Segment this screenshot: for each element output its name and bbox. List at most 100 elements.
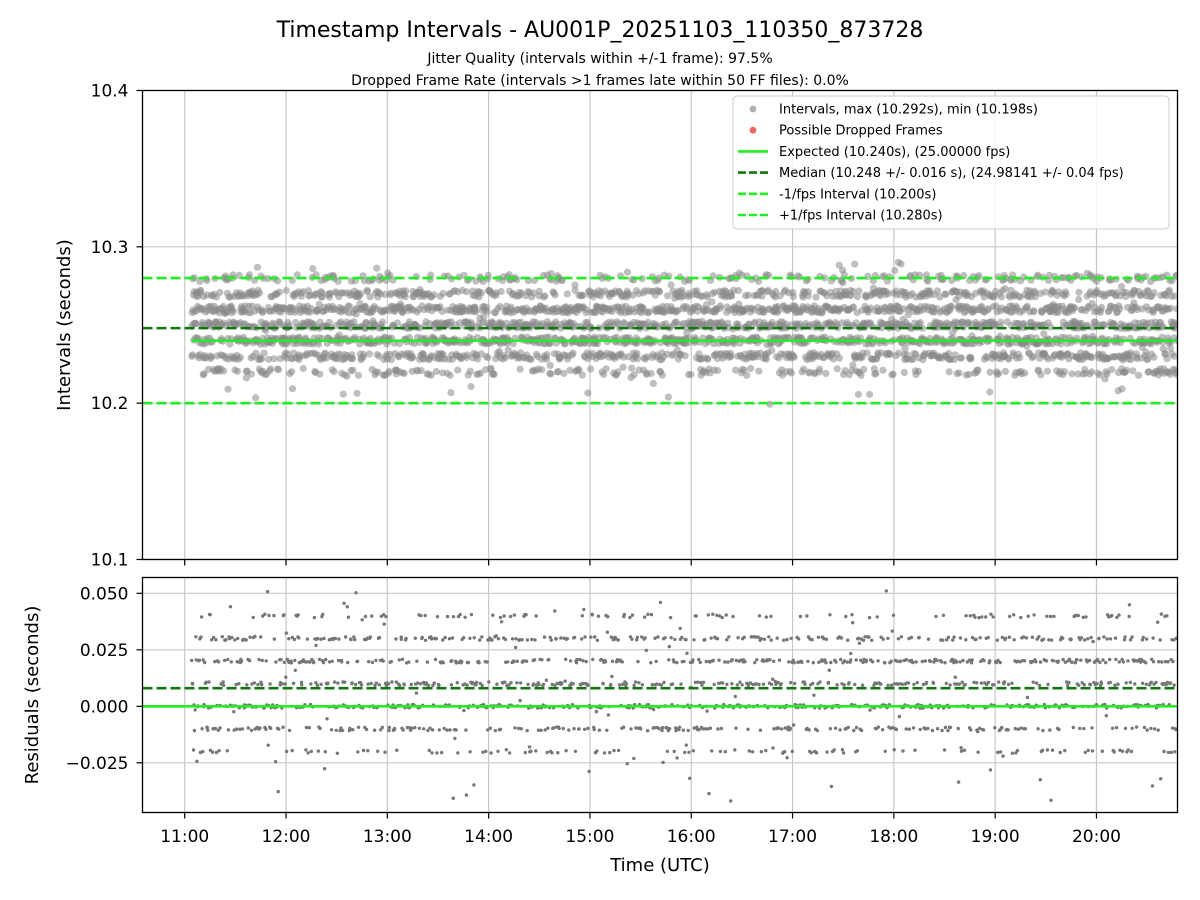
- residual-point: [939, 660, 944, 664]
- residual-point: [764, 748, 768, 753]
- residual-point: [263, 612, 267, 616]
- residual-point: [807, 728, 811, 732]
- residual-point: [658, 600, 663, 605]
- interval-point: [986, 388, 994, 396]
- residual-point: [917, 635, 921, 640]
- residual-point: [297, 636, 301, 640]
- residual-point: [367, 659, 371, 664]
- legend-label: -1/fps Interval (10.200s): [779, 187, 936, 202]
- residual-point: [578, 657, 582, 662]
- interval-point: [1103, 370, 1111, 378]
- interval-point: [1144, 287, 1152, 295]
- residual-point: [360, 618, 364, 622]
- residual-point: [428, 726, 432, 730]
- residual-point: [1019, 726, 1023, 730]
- interval-point: [312, 271, 320, 279]
- residual-point: [413, 725, 417, 730]
- interval-point: [188, 351, 197, 359]
- residual-point: [213, 659, 217, 664]
- residual-point: [1002, 680, 1007, 684]
- interval-point: [649, 379, 657, 388]
- residual-point: [675, 660, 679, 665]
- interval-point: [535, 287, 543, 295]
- interval-point: [569, 349, 577, 357]
- residual-point: [948, 725, 953, 730]
- residual-point: [518, 638, 522, 642]
- residual-point: [577, 727, 581, 731]
- residual-point: [734, 658, 738, 663]
- interval-point: [602, 365, 610, 373]
- residual-point: [630, 637, 634, 641]
- residual-point: [532, 658, 537, 662]
- residual-point: [314, 681, 318, 685]
- residual-point: [780, 727, 784, 731]
- residual-point: [805, 614, 809, 618]
- residual-point: [883, 661, 887, 665]
- residual-point: [555, 681, 559, 686]
- residual-point: [665, 749, 670, 753]
- residual-point: [1000, 635, 1005, 640]
- residual-point: [701, 680, 706, 684]
- residuals-series: [190, 589, 1178, 803]
- residual-point: [584, 659, 588, 664]
- residual-point: [503, 637, 508, 642]
- residual-point: [319, 637, 323, 641]
- residual-point: [632, 683, 636, 688]
- residual-point: [282, 613, 286, 617]
- residual-point: [226, 728, 231, 732]
- interval-point: [490, 370, 498, 378]
- residual-point: [649, 661, 653, 665]
- residual-point: [304, 748, 308, 752]
- residual-point: [630, 613, 635, 617]
- residual-point: [416, 681, 420, 685]
- residual-point: [972, 680, 976, 684]
- residual-point: [374, 681, 378, 685]
- residual-point: [691, 658, 695, 662]
- residual-point: [896, 637, 901, 641]
- residual-point: [1034, 681, 1039, 685]
- residual-point: [419, 613, 423, 618]
- residual-point: [512, 660, 516, 664]
- residual-point: [997, 680, 1001, 684]
- residual-point: [824, 637, 829, 641]
- residual-point: [1001, 754, 1005, 758]
- residual-point: [264, 727, 268, 732]
- residual-point: [324, 657, 328, 662]
- interval-point: [299, 364, 307, 373]
- residual-point: [394, 637, 398, 641]
- interval-point: [447, 389, 455, 397]
- residual-point: [924, 680, 929, 685]
- interval-point: [393, 319, 401, 327]
- intervals-y-ticks: 10.110.210.310.4: [91, 82, 143, 571]
- residual-point: [886, 683, 890, 687]
- residual-point: [896, 682, 900, 686]
- residual-point: [1030, 635, 1035, 639]
- residual-point: [233, 638, 237, 642]
- residual-point: [556, 751, 560, 755]
- interval-point: [484, 354, 492, 362]
- residual-point: [772, 659, 776, 663]
- interval-point: [879, 366, 887, 374]
- residual-point: [289, 661, 294, 665]
- residual-point: [463, 615, 467, 619]
- residual-point: [791, 723, 796, 727]
- residual-point: [977, 726, 982, 730]
- residual-point: [260, 682, 264, 687]
- residual-point: [351, 728, 355, 732]
- residual-point: [532, 682, 536, 686]
- residual-point: [700, 683, 704, 687]
- residual-point: [319, 682, 323, 686]
- residual-point: [478, 638, 482, 642]
- residual-point: [798, 614, 803, 619]
- residual-point: [759, 637, 763, 641]
- interval-point: [886, 350, 894, 359]
- interval-point: [740, 366, 748, 374]
- interval-point: [633, 349, 641, 357]
- interval-point: [270, 355, 278, 363]
- residual-point: [273, 760, 278, 764]
- residual-point: [870, 638, 874, 642]
- residual-point: [377, 635, 382, 640]
- residual-point: [432, 681, 436, 685]
- residual-point: [1022, 635, 1026, 639]
- residual-point: [316, 749, 320, 753]
